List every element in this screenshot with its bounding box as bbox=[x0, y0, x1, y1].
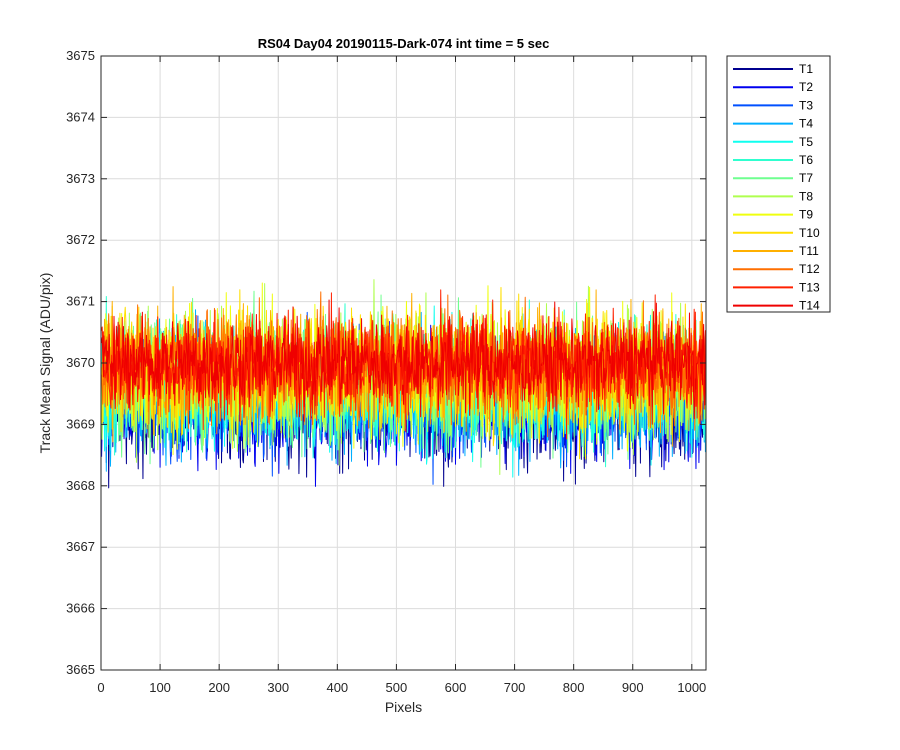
x-tick-label: 600 bbox=[445, 680, 467, 695]
legend-items: T1 T2 T3 T4 T5 T6 T7 T8 T9 T10 T11 T12 T13 T14 bbox=[733, 62, 820, 313]
legend-label-t2: T2 bbox=[799, 80, 813, 94]
x-tick-label: 0 bbox=[97, 680, 104, 695]
y-tick-label: 3668 bbox=[66, 478, 95, 493]
y-tick-label: 3670 bbox=[66, 355, 95, 370]
x-tick-label: 500 bbox=[386, 680, 408, 695]
legend-label-t3: T3 bbox=[799, 98, 813, 112]
series-line-t14 bbox=[101, 299, 706, 425]
legend-label-t11: T11 bbox=[799, 244, 819, 258]
y-tick-label: 3672 bbox=[66, 232, 95, 247]
y-tick-label: 3669 bbox=[66, 416, 95, 431]
x-tick-label: 300 bbox=[267, 680, 289, 695]
y-tick-label: 3675 bbox=[66, 48, 95, 63]
legend-label-t6: T6 bbox=[799, 153, 813, 167]
y-axis-label: Track Mean Signal (ADU/pix) bbox=[37, 273, 53, 454]
legend-label-t13: T13 bbox=[799, 280, 820, 294]
legend-label-t12: T12 bbox=[799, 262, 820, 276]
x-tick-label: 200 bbox=[208, 680, 230, 695]
y-tick-label: 3673 bbox=[66, 171, 95, 186]
series-layer bbox=[101, 279, 706, 489]
x-tick-label: 100 bbox=[149, 680, 171, 695]
y-tick-label: 3674 bbox=[66, 109, 95, 124]
chart-title: RS04 Day04 20190115-Dark-074 int time = … bbox=[258, 36, 550, 51]
x-axis-label: Pixels bbox=[385, 699, 422, 715]
legend-label-t14: T14 bbox=[799, 299, 820, 313]
y-tick-label: 3667 bbox=[66, 539, 95, 554]
legend-label-t5: T5 bbox=[799, 135, 813, 149]
x-tick-label: 800 bbox=[563, 680, 585, 695]
x-tick-label: 700 bbox=[504, 680, 526, 695]
legend-label-t7: T7 bbox=[799, 171, 813, 185]
x-tick-label: 400 bbox=[326, 680, 348, 695]
y-tick-label: 3665 bbox=[66, 662, 95, 677]
legend: T1 T2 T3 T4 T5 T6 T7 T8 T9 T10 T11 T12 T13 T14 bbox=[726, 55, 831, 313]
y-tick-label: 3671 bbox=[66, 294, 95, 309]
legend-label-t9: T9 bbox=[799, 208, 813, 222]
legend-label-t10: T10 bbox=[799, 226, 820, 240]
legend-label-t1: T1 bbox=[799, 62, 813, 76]
legend-label-t4: T4 bbox=[799, 117, 813, 131]
y-tick-label: 3666 bbox=[66, 601, 95, 616]
x-tick-label: 900 bbox=[622, 680, 644, 695]
x-tick-label: 1000 bbox=[677, 680, 706, 695]
legend-label-t8: T8 bbox=[799, 189, 813, 203]
tick-layer: 0 100 200 300 400 500 600 700 800 900 1000 3665 3666… bbox=[66, 48, 706, 695]
